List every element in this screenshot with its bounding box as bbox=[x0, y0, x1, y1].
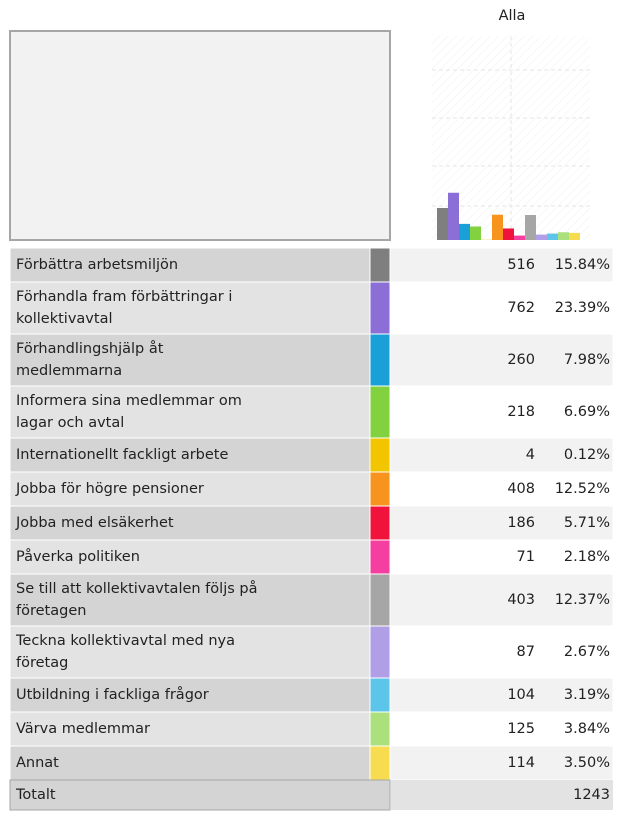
count: 408 bbox=[507, 481, 535, 497]
total-label-cell bbox=[9, 779, 391, 811]
label-cell bbox=[9, 385, 371, 439]
value-cell bbox=[389, 539, 614, 575]
row-label: Förhandla fram förbättringar i bbox=[16, 289, 232, 305]
count: 403 bbox=[507, 592, 535, 608]
value-cell bbox=[389, 385, 614, 439]
bar bbox=[514, 235, 525, 240]
color-swatch bbox=[369, 711, 391, 747]
bar bbox=[459, 223, 470, 240]
count: 114 bbox=[507, 755, 535, 771]
count: 125 bbox=[507, 721, 535, 737]
count: 218 bbox=[507, 404, 535, 420]
label-cell bbox=[9, 247, 371, 283]
percent: 23.39% bbox=[555, 300, 610, 316]
color-swatch bbox=[369, 247, 391, 283]
count: 516 bbox=[507, 257, 535, 273]
percent: 12.37% bbox=[555, 592, 610, 608]
bar bbox=[525, 215, 536, 240]
row-label: lagar och avtal bbox=[16, 415, 124, 431]
color-swatch bbox=[369, 625, 391, 679]
bar bbox=[558, 232, 569, 240]
label-cell bbox=[9, 471, 371, 507]
value-cell bbox=[389, 281, 614, 335]
row-label: medlemmarna bbox=[16, 363, 122, 379]
color-swatch bbox=[369, 745, 391, 781]
row-label: Se till att kollektivavtalen följs på bbox=[16, 580, 257, 597]
count: 260 bbox=[507, 352, 535, 368]
row-label: kollektivavtal bbox=[16, 311, 113, 327]
percent: 3.50% bbox=[564, 755, 610, 771]
label-cell bbox=[9, 625, 371, 679]
value-cell bbox=[389, 573, 614, 627]
row-label: Informera sina medlemmar om bbox=[16, 393, 242, 409]
color-swatch bbox=[369, 281, 391, 335]
color-swatch bbox=[369, 677, 391, 713]
bar bbox=[569, 232, 580, 240]
color-swatch bbox=[369, 573, 391, 627]
bar bbox=[448, 192, 459, 240]
row-label: företag bbox=[16, 655, 68, 671]
percent: 3.84% bbox=[564, 721, 610, 737]
row-label: Förhandlingshjälp åt bbox=[16, 340, 164, 357]
value-cell bbox=[389, 625, 614, 679]
bar bbox=[503, 228, 514, 240]
percent: 6.69% bbox=[564, 404, 610, 420]
bar bbox=[437, 208, 448, 240]
percent: 2.67% bbox=[564, 644, 610, 660]
bar bbox=[547, 233, 558, 240]
header-panel bbox=[9, 30, 391, 241]
column-header: Alla bbox=[499, 8, 526, 24]
value-cell bbox=[389, 333, 614, 387]
row-label: Jobba med elsäkerhet bbox=[15, 515, 174, 531]
row-label: Förbättra arbetsmiljön bbox=[16, 257, 178, 273]
count: 71 bbox=[517, 549, 535, 565]
row-label: Utbildning i fackliga frågor bbox=[16, 686, 209, 703]
label-cell bbox=[9, 745, 371, 781]
percent: 12.52% bbox=[555, 481, 610, 497]
value-cell bbox=[389, 505, 614, 541]
label-cell bbox=[9, 539, 371, 575]
value-cell bbox=[389, 471, 614, 507]
label-cell bbox=[9, 711, 371, 747]
total-label: Totalt bbox=[15, 787, 56, 803]
bar bbox=[470, 226, 481, 240]
total-value-cell bbox=[391, 780, 613, 810]
chart-grid bbox=[432, 36, 590, 240]
color-swatch bbox=[369, 505, 391, 541]
count: 4 bbox=[526, 447, 535, 463]
row-label: företagen bbox=[16, 603, 86, 619]
row-label: Annat bbox=[16, 755, 59, 771]
value-cell bbox=[389, 745, 614, 781]
value-cell bbox=[389, 437, 614, 473]
label-cell bbox=[9, 573, 371, 627]
count: 87 bbox=[517, 644, 535, 660]
row-label: Påverka politiken bbox=[16, 548, 140, 565]
row-label: Teckna kollektivavtal med nya bbox=[15, 633, 235, 649]
percent: 15.84% bbox=[555, 257, 610, 273]
count: 762 bbox=[507, 300, 535, 316]
label-cell bbox=[9, 281, 371, 335]
percent: 5.71% bbox=[564, 515, 610, 531]
percent: 0.12% bbox=[564, 447, 610, 463]
color-swatch bbox=[369, 385, 391, 439]
bar bbox=[536, 234, 547, 240]
row-label: Internationellt fackligt arbete bbox=[16, 447, 228, 463]
row-label: Värva medlemmar bbox=[16, 721, 150, 737]
color-swatch bbox=[369, 437, 391, 473]
percent: 2.18% bbox=[564, 549, 610, 565]
color-swatch bbox=[369, 471, 391, 507]
count: 104 bbox=[507, 687, 535, 703]
row-label: Jobba för högre pensioner bbox=[15, 481, 204, 497]
bar bbox=[492, 214, 503, 240]
percent: 3.19% bbox=[564, 687, 610, 703]
count: 186 bbox=[507, 515, 535, 531]
percent: 7.98% bbox=[564, 352, 610, 368]
label-cell bbox=[9, 677, 371, 713]
color-swatch bbox=[369, 333, 391, 387]
color-swatch bbox=[369, 539, 391, 575]
total-value: 1243 bbox=[573, 787, 610, 803]
